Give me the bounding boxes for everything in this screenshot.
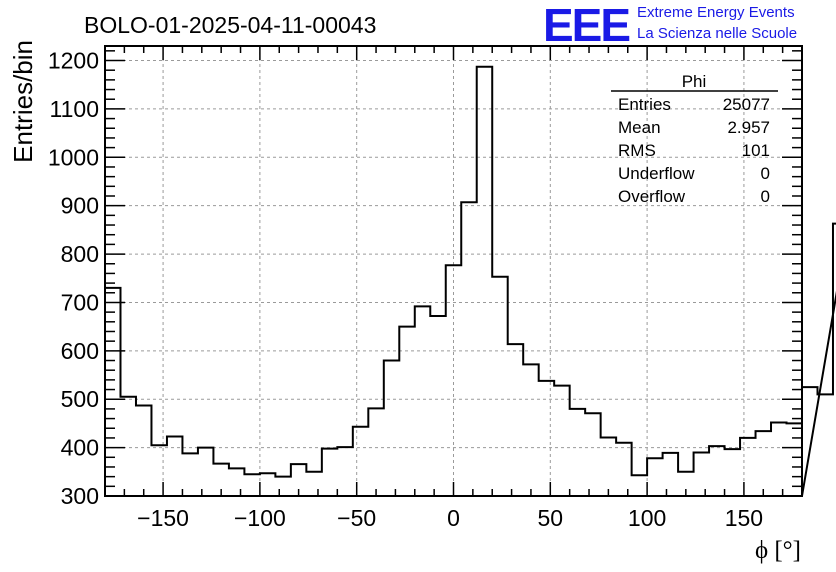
y-tick-label: 800: [61, 241, 99, 267]
x-axis-label: ϕ [°]: [755, 537, 801, 564]
histogram-bin: [399, 327, 414, 496]
chart-title: BOLO-01-2025-04-11-00043: [84, 12, 376, 38]
x-tick-label: 100: [628, 505, 666, 531]
histogram-bin: [446, 265, 461, 496]
histogram-bin: [120, 397, 135, 496]
stats-title: Phi: [682, 72, 707, 91]
histogram-bin: [306, 472, 321, 496]
histogram-bin: [756, 431, 771, 496]
y-tick-label: 1100: [50, 96, 99, 122]
histogram-bin: [601, 437, 616, 496]
y-tick-label: 1200: [48, 48, 99, 74]
histogram-bin: [709, 446, 724, 496]
histogram-bin: [585, 413, 600, 496]
histogram-bin: [787, 423, 802, 496]
y-tick-label: 900: [61, 193, 99, 219]
histogram-bin: [182, 453, 197, 496]
histogram-bin: [260, 473, 275, 496]
histogram-bin: [384, 361, 399, 496]
x-tick-label: 50: [538, 505, 564, 531]
histogram-bin: [337, 447, 352, 496]
histogram-bin: [802, 387, 817, 496]
histogram-bin: [523, 364, 538, 496]
histogram-bin: [539, 381, 554, 496]
stats-label-entries: Entries: [618, 95, 671, 114]
histogram-bins: [105, 67, 836, 496]
x-tick-label: −100: [234, 505, 286, 531]
y-tick-label: 700: [61, 289, 99, 315]
y-tick-label: 300: [61, 483, 99, 509]
histogram-plot: −150 −100 −50 0 50 100 150 300 400 500 600 700 800 9…: [0, 0, 836, 572]
histogram-bin: [151, 445, 166, 496]
histogram-bin: [368, 408, 383, 496]
y-tick-label: 1000: [48, 144, 99, 170]
histogram-bin: [136, 406, 151, 496]
histogram-bin: [616, 443, 631, 496]
stats-value-entries: 25077: [723, 95, 770, 114]
stats-label-underflow: Underflow: [618, 164, 695, 183]
histogram-bin: [198, 448, 213, 496]
y-axis-label: Entries/bin: [8, 40, 38, 163]
x-tick-label: −50: [337, 505, 376, 531]
histogram-bin: [430, 316, 445, 496]
histogram-bin: [461, 202, 476, 496]
histogram-bin: [229, 468, 244, 496]
y-tick-labels: 300 400 500 600 700 800 900 1000 1100 1200: [48, 48, 99, 509]
x-tick-label: −150: [137, 505, 189, 531]
histogram-bin: [632, 475, 647, 496]
x-tick-label: 150: [725, 505, 763, 531]
stats-label-overflow: Overflow: [618, 187, 686, 206]
histogram-bin: [663, 453, 678, 496]
histogram-bin: [415, 306, 430, 496]
histogram-bin: [322, 449, 337, 496]
histogram-bin: [647, 458, 662, 496]
y-tick-label: 500: [61, 386, 99, 412]
y-tick-label: 400: [61, 435, 99, 461]
logo-line-2: La Scienza nelle Scuole: [637, 25, 797, 42]
histogram-bin: [817, 394, 832, 496]
histogram-bin: [353, 427, 368, 496]
histogram-bin: [508, 344, 523, 496]
histogram-bin: [492, 277, 507, 496]
histogram-bin: [275, 477, 290, 496]
histogram-bin: [725, 449, 740, 496]
histogram-bin: [570, 409, 585, 496]
histogram-bin: [105, 288, 120, 496]
stats-label-rms: RMS: [618, 141, 656, 160]
histogram-bin: [244, 474, 259, 496]
stats-box: Phi Entries 25077 Mean 2.957 RMS 101 Und…: [611, 72, 778, 206]
histogram-bin: [694, 452, 709, 496]
x-tick-label: 0: [447, 505, 460, 531]
histogram-bin: [740, 438, 755, 496]
histogram-bin: [554, 386, 569, 496]
stats-value-rms: 101: [742, 141, 770, 160]
stats-value-underflow: 0: [761, 164, 770, 183]
y-tick-label: 600: [61, 338, 99, 364]
histogram-bin: [477, 67, 492, 496]
histogram-bin: [167, 436, 182, 496]
stats-label-mean: Mean: [618, 118, 661, 137]
stats-value-mean: 2.957: [727, 118, 770, 137]
x-tick-labels: −150 −100 −50 0 50 100 150: [137, 505, 763, 531]
histogram-bin: [771, 422, 786, 496]
eee-logo: EEE: [543, 2, 629, 48]
stats-value-overflow: 0: [761, 187, 770, 206]
logo-line-1: Extreme Energy Events: [637, 4, 795, 21]
